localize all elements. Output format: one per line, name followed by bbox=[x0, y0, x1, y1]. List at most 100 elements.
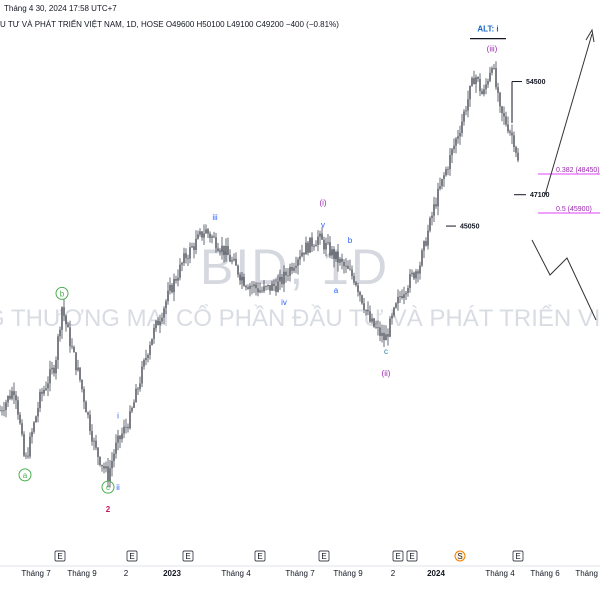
candle-body bbox=[473, 78, 475, 85]
event-marker-letter: E bbox=[409, 552, 414, 561]
candle-body bbox=[259, 290, 261, 293]
x-tick-label: Tháng 6 bbox=[530, 569, 560, 578]
candle-body bbox=[191, 246, 193, 248]
candle-body bbox=[87, 412, 89, 415]
candle-body bbox=[135, 388, 137, 403]
candle-body bbox=[511, 132, 513, 136]
candle-body bbox=[265, 286, 267, 288]
candle-body bbox=[359, 291, 361, 296]
candle-body bbox=[199, 231, 201, 235]
candle-body bbox=[313, 246, 315, 247]
candle-body bbox=[345, 265, 347, 267]
bullish-arrowhead bbox=[585, 28, 595, 43]
candle-body bbox=[431, 215, 433, 218]
candle-body bbox=[343, 261, 345, 267]
candle-body bbox=[447, 169, 449, 170]
candle-body bbox=[315, 244, 317, 247]
candle-body bbox=[363, 303, 365, 311]
wave-label: a bbox=[334, 286, 339, 295]
candle-body bbox=[49, 369, 51, 384]
wave-label: (i) bbox=[319, 199, 326, 208]
candle-body bbox=[451, 149, 453, 156]
candle-body bbox=[353, 276, 355, 283]
event-marker-badge bbox=[126, 550, 138, 562]
x-tick-label: 2 bbox=[391, 569, 396, 578]
event-marker-letter: E bbox=[257, 552, 262, 561]
candle-body bbox=[243, 276, 245, 287]
candle-body bbox=[479, 78, 481, 92]
candle-body bbox=[77, 367, 79, 371]
candle-body bbox=[425, 241, 427, 246]
candle-body bbox=[513, 135, 515, 148]
x-tick-label: Tháng 9 bbox=[333, 569, 363, 578]
candle-body bbox=[165, 301, 167, 309]
candle-body bbox=[129, 411, 131, 429]
candle-body bbox=[297, 259, 299, 266]
event-marker-letter: E bbox=[321, 552, 326, 561]
candle-body bbox=[167, 290, 169, 302]
candle-body bbox=[141, 366, 143, 384]
candle-body bbox=[325, 242, 327, 250]
candle-body bbox=[131, 407, 133, 412]
event-marker-badge bbox=[182, 550, 194, 562]
candle-body bbox=[257, 288, 259, 293]
candle-body bbox=[385, 334, 387, 341]
candle-body bbox=[441, 178, 443, 187]
candle-body bbox=[319, 233, 321, 237]
x-tick-label: Tháng 9 bbox=[67, 569, 97, 578]
candle-body bbox=[107, 466, 109, 482]
levels-layer: 54500 47100 45050 0.382 (48450) 0.5 (45900) bbox=[446, 79, 600, 231]
candle-body bbox=[361, 295, 363, 304]
candle-body bbox=[189, 247, 191, 259]
candle-body bbox=[159, 321, 161, 326]
candle-body bbox=[387, 334, 389, 337]
candle-body bbox=[503, 113, 505, 117]
candle-body bbox=[219, 250, 221, 252]
wave-label: (ii) bbox=[382, 369, 391, 378]
candle-body bbox=[305, 242, 307, 255]
candle-body bbox=[435, 204, 437, 207]
candle-body bbox=[401, 296, 403, 299]
candle-body bbox=[379, 327, 381, 336]
candle-body bbox=[327, 242, 329, 244]
candle-body bbox=[221, 245, 223, 252]
candle-body bbox=[139, 383, 141, 389]
candle-body bbox=[207, 229, 209, 234]
candle-body bbox=[357, 285, 359, 292]
candle-body bbox=[15, 395, 17, 401]
x-tick-label: Tháng 4 bbox=[485, 569, 515, 578]
candle-body bbox=[255, 284, 257, 289]
candle-body bbox=[413, 272, 415, 279]
candle-body bbox=[355, 282, 357, 286]
candle-body bbox=[137, 388, 139, 390]
candle-body bbox=[145, 357, 147, 360]
candle-body bbox=[123, 426, 125, 434]
candle-body bbox=[201, 231, 203, 238]
bullish-projection-line bbox=[544, 33, 593, 196]
candle-body bbox=[125, 426, 127, 428]
candle-body bbox=[285, 271, 287, 276]
candle-body bbox=[0, 410, 1, 412]
candle-body bbox=[89, 414, 91, 432]
candle-body bbox=[351, 269, 353, 277]
candle-body bbox=[25, 455, 27, 457]
candle-body bbox=[465, 110, 467, 112]
wave-label: b bbox=[60, 289, 65, 298]
candle-body bbox=[245, 286, 247, 288]
candle-body bbox=[271, 283, 273, 291]
candle-body bbox=[309, 237, 311, 253]
candle-body bbox=[273, 283, 275, 287]
candle-body bbox=[63, 307, 65, 316]
candle-body bbox=[397, 296, 399, 304]
x-tick-label: Tháng 4 bbox=[221, 569, 251, 578]
candle-body bbox=[429, 217, 431, 231]
candle-body bbox=[105, 466, 107, 469]
candle-body bbox=[73, 346, 75, 353]
candle-body bbox=[277, 281, 279, 292]
x-tick-label: Tháng 7 bbox=[285, 569, 315, 578]
candle-body bbox=[231, 260, 233, 262]
candle-body bbox=[111, 460, 113, 469]
candle-body bbox=[241, 276, 243, 281]
event-marker-letter: E bbox=[57, 552, 62, 561]
